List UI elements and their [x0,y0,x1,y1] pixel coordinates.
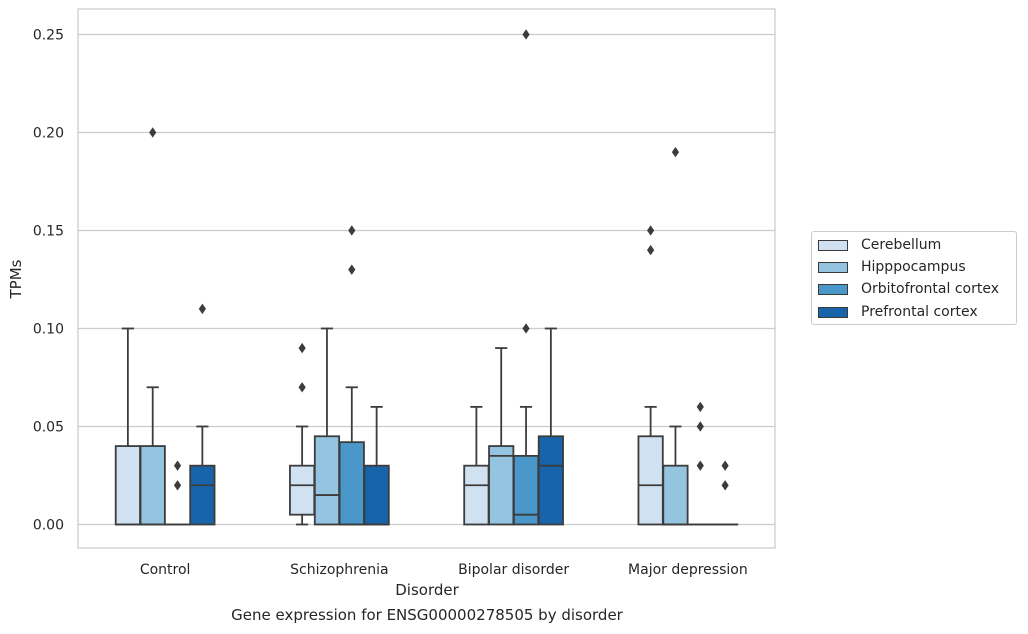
box-plot [687,401,714,526]
outlier-point [298,342,306,354]
outlier-point [173,460,182,471]
box-plot [139,127,166,526]
boxes-layer [114,29,739,526]
outlier-point [647,225,655,236]
outlier-point [198,303,206,315]
box-iqr [512,454,540,526]
box-plot [537,327,564,526]
box-plot [189,303,216,526]
box-plot [338,225,365,526]
legend-swatch-orbitofrontal [818,283,848,295]
y-tick-label: 0.10 [33,321,64,337]
outlier-point [522,323,530,334]
box-plot [164,460,191,526]
outlier-point [721,460,729,471]
box-iqr [463,464,490,526]
x-tick-label: Bipolar disorder [458,562,569,578]
x-tick-label: Schizophrenia [290,562,388,578]
x-tick-label: Control [140,562,191,578]
box-plot [637,225,664,526]
box-plot [488,347,515,526]
legend-label-prefrontal: Prefrontal cortex [861,304,978,320]
outlier-point [671,146,680,158]
box-iqr [189,464,216,526]
y-tick-label: 0.15 [33,223,64,239]
x-tick-label: Major depression [628,562,748,578]
outlier-point [696,460,704,471]
outlier-point [149,127,157,138]
legend-label-orbitofrontal: Orbitofrontal cortex [861,281,999,297]
legend-label-hippocampus: Hipppocampus [861,259,966,275]
y-tick-label: 0.25 [33,27,64,43]
y-tick-label: 0.00 [33,517,64,533]
outlier-point [348,225,356,236]
box-iqr [114,445,141,526]
box-iqr [537,435,564,526]
box-plot [662,146,689,526]
box-plot [313,327,341,526]
outlier-point [522,29,530,40]
legend-label-cerebellum: Cerebellum [861,237,942,253]
box-iqr [637,435,664,526]
box-iqr [139,445,166,526]
legend-swatch-prefrontal [818,306,848,318]
y-tick-label: 0.20 [33,125,64,141]
box-iqr [363,464,390,526]
outlier-point [696,421,704,432]
box-iqr [289,464,316,516]
outlier-point [696,401,704,413]
tick-labels: 0.00 0.05 0.10 0.15 0.20 0.25 Control Schizophr… [33,27,748,578]
box-plot [363,405,390,526]
chart-caption: Gene expression for ENSG00000278505 by d… [231,606,623,624]
legend-item-orbitofrontal: Orbitofrontal cortex [818,279,999,299]
outlier-point [173,480,182,491]
box-plot [512,29,540,526]
grid-lines [78,33,775,526]
y-tick-label: 0.05 [33,419,64,435]
box-iqr [488,445,515,526]
outlier-point [647,244,655,256]
legend-item-prefrontal: Prefrontal cortex [818,302,978,322]
outlier-point [348,264,356,275]
legend-item-cerebellum: Cerebellum [818,235,941,255]
outlier-point [298,382,306,393]
box-plot [289,342,316,526]
legend-swatch-hippocampus [818,261,848,273]
plot-frame [77,8,776,549]
x-axis-label: Disorder [395,581,459,599]
outlier-point [721,480,729,491]
legend-item-hippocampus: Hipppocampus [818,257,966,277]
box-plot [114,327,141,526]
box-iqr [313,435,341,526]
box-iqr [338,441,365,526]
y-axis-label: TPMs [7,259,25,299]
box-plot [463,405,490,526]
legend: Cerebellum Hipppocampus Orbitofrontal co… [811,231,1017,325]
box-plot [712,460,739,526]
box-iqr [662,464,689,526]
legend-swatch-cerebellum [818,239,848,251]
